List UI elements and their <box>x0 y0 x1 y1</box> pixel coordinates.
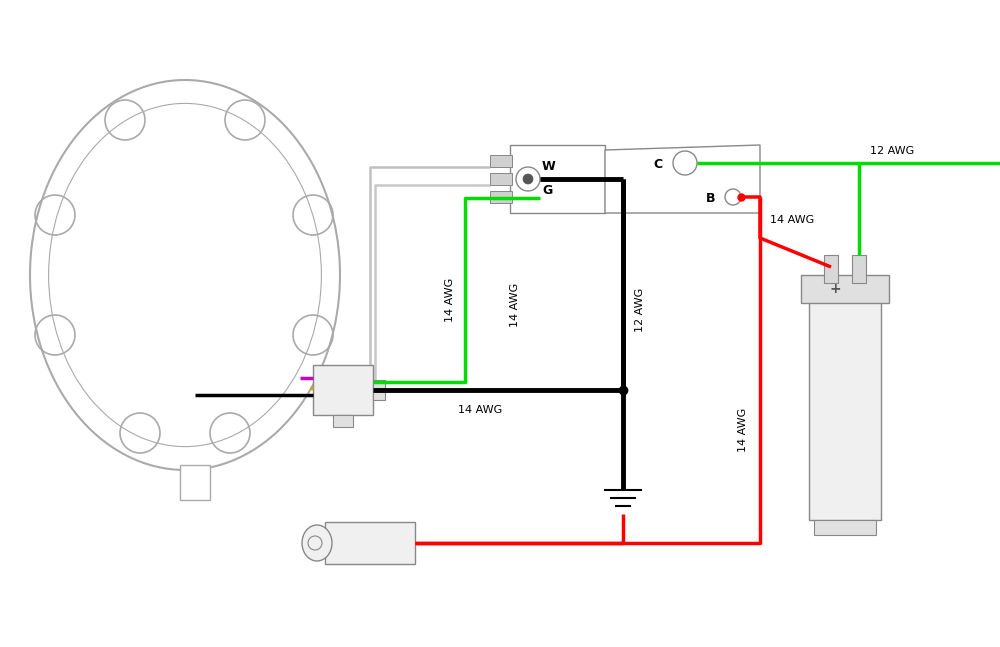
Bar <box>824 255 838 283</box>
Text: 14 AWG: 14 AWG <box>458 405 502 415</box>
Text: 12 AWG: 12 AWG <box>635 288 645 332</box>
Bar <box>313 365 373 415</box>
Text: G: G <box>542 184 552 197</box>
Text: W: W <box>542 160 556 173</box>
Bar <box>325 522 415 564</box>
Bar <box>814 520 876 535</box>
Text: 14 AWG: 14 AWG <box>738 408 748 452</box>
Bar <box>490 173 512 185</box>
Bar <box>490 155 512 167</box>
Text: 14 AWG: 14 AWG <box>445 278 455 322</box>
Text: +: + <box>829 282 841 296</box>
Bar <box>809 295 881 520</box>
Polygon shape <box>605 145 760 213</box>
Bar <box>852 255 866 283</box>
Text: 14 AWG: 14 AWG <box>510 283 520 327</box>
Text: B: B <box>706 193 715 206</box>
Bar <box>373 380 385 400</box>
Text: C: C <box>654 159 663 171</box>
Bar <box>510 145 605 213</box>
Ellipse shape <box>302 525 332 561</box>
Text: 12 AWG: 12 AWG <box>870 146 914 156</box>
Bar <box>801 275 889 303</box>
Text: 14 AWG: 14 AWG <box>770 215 814 225</box>
Bar <box>490 191 512 203</box>
Bar <box>333 415 353 427</box>
Circle shape <box>523 174 533 184</box>
Bar <box>180 465 210 500</box>
